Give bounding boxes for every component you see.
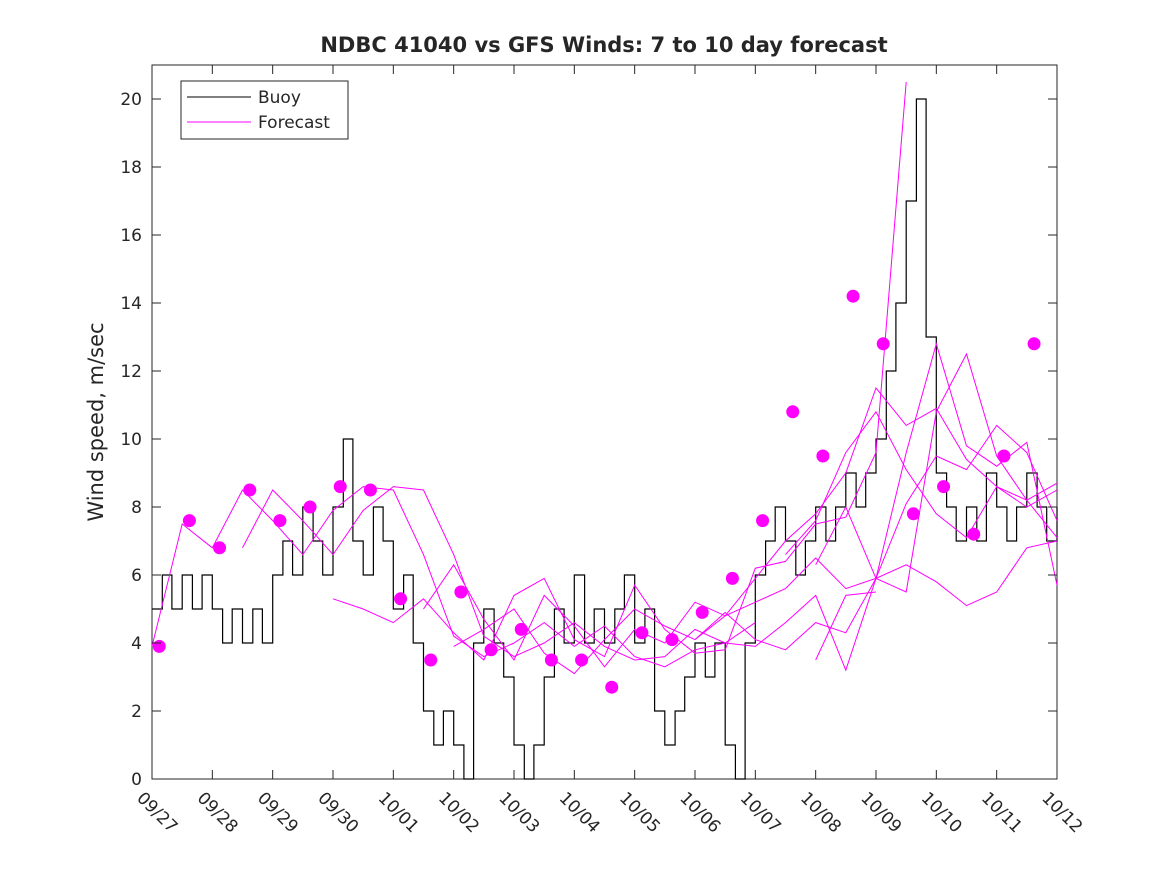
forecast-point xyxy=(544,653,558,667)
forecast-run-line-6 xyxy=(574,540,1058,672)
forecast-point xyxy=(997,449,1011,463)
plot-frame xyxy=(151,64,1058,780)
forecast-point xyxy=(876,337,890,351)
forecast-point xyxy=(756,514,770,528)
forecast-point xyxy=(816,449,830,463)
forecast-point xyxy=(695,605,709,619)
y-tick-label: 8 xyxy=(131,498,142,518)
forecast-series-layer xyxy=(151,81,1058,675)
legend-forecast-label: Forecast xyxy=(258,113,330,133)
y-tick-label: 4 xyxy=(131,634,142,654)
forecast-point xyxy=(182,514,196,528)
forecast-run-line-2 xyxy=(242,486,756,661)
buoy-series-line xyxy=(152,98,1058,780)
forecast-run-line-8 xyxy=(785,410,1058,555)
y-tick-label: 20 xyxy=(120,90,142,110)
forecast-point xyxy=(394,592,408,606)
legend-box xyxy=(180,80,349,140)
forecast-point xyxy=(152,639,166,653)
chart-title: NDBC 41040 vs GFS Winds: 7 to 10 day for… xyxy=(320,33,887,57)
forecast-point xyxy=(906,507,920,521)
forecast-run-line-9 xyxy=(815,341,1058,586)
forecast-point xyxy=(303,500,317,514)
forecast-run-line-3 xyxy=(332,81,907,661)
y-tick-label: 10 xyxy=(120,430,142,450)
forecast-point xyxy=(725,571,739,585)
y-axis: 0 2 4 6 8 10 12 14 16 18 20 xyxy=(120,90,1057,790)
forecast-point xyxy=(967,527,981,541)
forecast-point xyxy=(605,680,619,694)
forecast-point xyxy=(786,405,800,419)
y-tick-label: 16 xyxy=(120,226,142,246)
forecast-point xyxy=(454,585,468,599)
y-tick-label: 6 xyxy=(131,566,142,586)
forecast-point xyxy=(665,633,679,647)
buoy-series-layer xyxy=(152,98,1058,780)
legend: Buoy Forecast xyxy=(180,80,349,140)
y-tick-label: 0 xyxy=(131,770,142,790)
forecast-point xyxy=(635,626,649,640)
plot-area xyxy=(151,64,1058,780)
forecast-point xyxy=(937,480,951,494)
forecast-point xyxy=(213,541,227,555)
forecast-point xyxy=(575,653,589,667)
forecast-point xyxy=(846,289,860,303)
forecast-run-line-10 xyxy=(815,591,877,661)
forecast-point xyxy=(424,653,438,667)
y-tick-label: 12 xyxy=(120,362,142,382)
y-axis-label: Wind speed, m/sec xyxy=(84,322,108,521)
forecast-point xyxy=(514,622,528,636)
forecast-point xyxy=(243,483,257,497)
forecast-marker-layer xyxy=(152,289,1041,694)
legend-buoy-label: Buoy xyxy=(258,88,301,108)
forecast-run-line-4 xyxy=(423,386,1058,668)
forecast-run-line-1 xyxy=(151,486,575,658)
y-tick-label: 2 xyxy=(131,702,142,722)
forecast-point xyxy=(484,643,498,657)
forecast-point xyxy=(363,483,377,497)
forecast-point xyxy=(1027,337,1041,351)
y-tick-label: 18 xyxy=(120,158,142,178)
forecast-point xyxy=(273,514,287,528)
forecast-point xyxy=(333,480,347,494)
y-tick-label: 14 xyxy=(120,294,142,314)
